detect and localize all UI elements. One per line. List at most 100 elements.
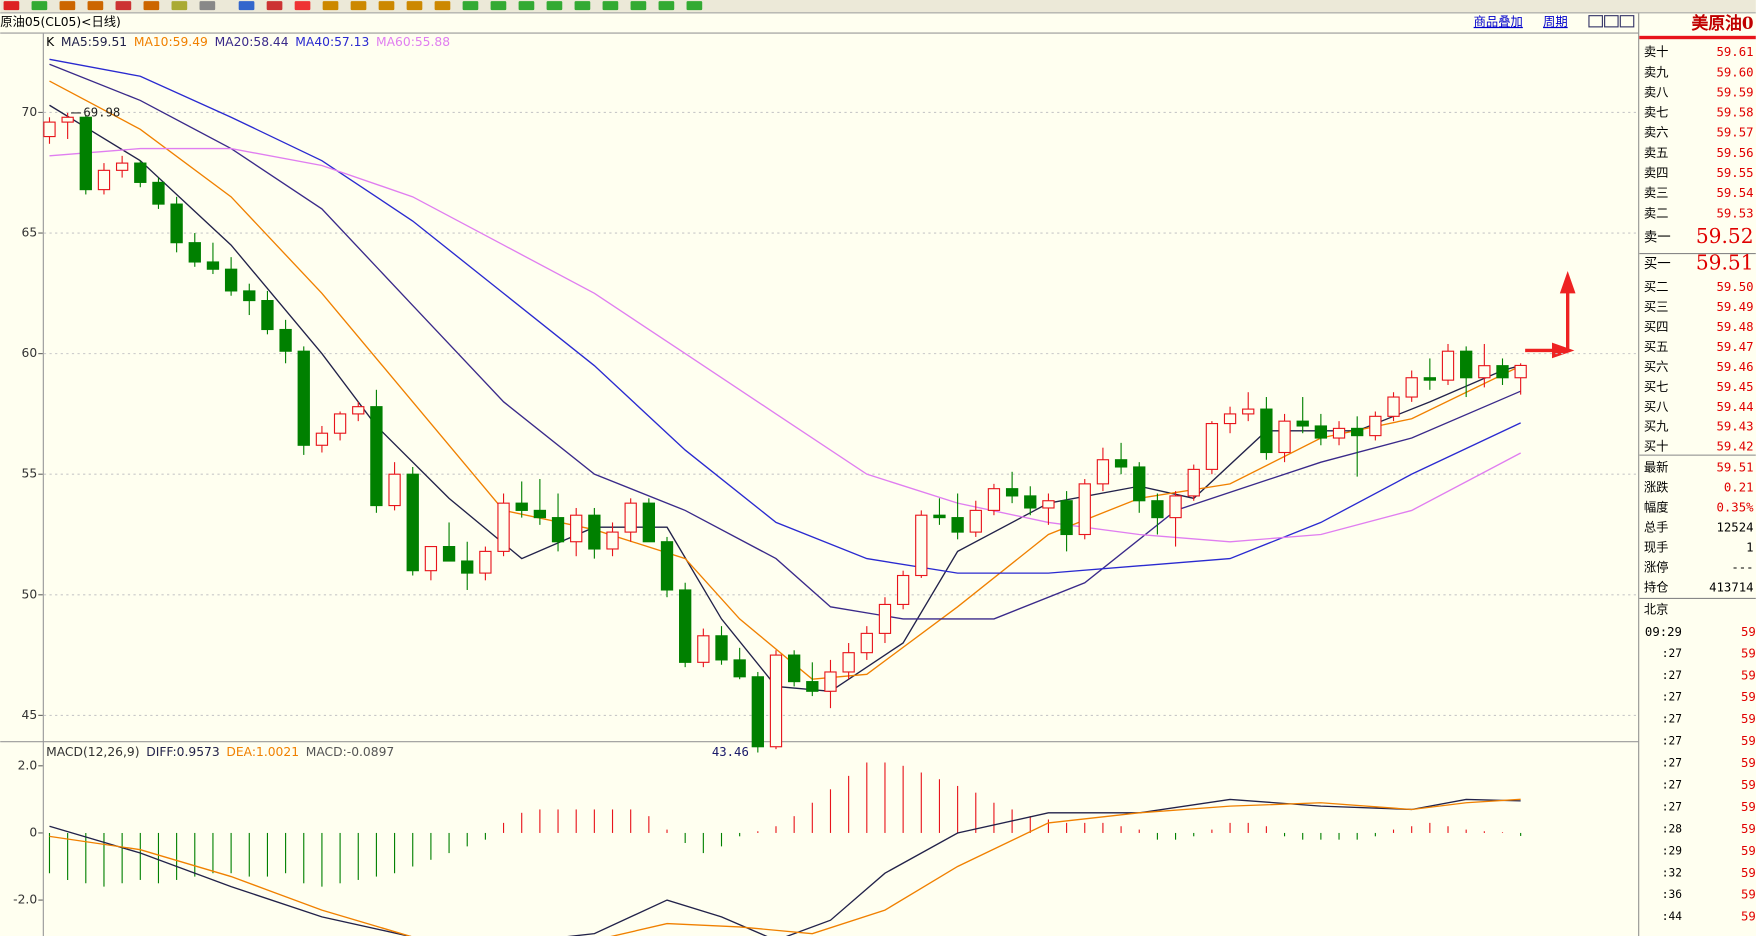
y-tick-label: 60 [22,346,38,360]
indicator-line [49,63,1521,620]
legend-entry: MA20:58.44 [215,35,289,49]
row-label: 买十 [1644,440,1669,454]
toolbar-icon [546,1,563,11]
annotation-arrows [1525,270,1576,359]
row-value: 59.51 [1717,461,1754,475]
candle-body [370,406,383,507]
candle-body [787,654,801,683]
indicator-line [49,104,1521,692]
candle-body [1133,466,1146,502]
candle-body [533,509,547,519]
row-label: 卖七 [1644,106,1669,120]
row-label: 买六 [1644,360,1669,374]
row-label: 买八 [1644,400,1669,414]
candle-body [1423,377,1437,381]
row-label: 买二 [1644,280,1669,294]
row-value: 59.59 [1717,85,1754,99]
row-label: 卖五 [1644,146,1669,160]
row-value: 59.58 [1717,106,1754,120]
row-value: 1 [1746,541,1753,555]
trade-time: 09:29 [1645,625,1682,639]
trade-price: 59 [1741,844,1756,858]
candle-body [715,635,728,661]
trade-price: 59 [1741,712,1756,726]
candle-body [315,432,329,446]
candle-body [1478,365,1491,379]
title-bar [1639,35,1756,40]
y-tick-label: 50 [22,587,38,601]
nav-button[interactable] [1588,15,1603,28]
trade-time: :44 [1662,910,1682,923]
low-label: 43.46 [712,745,749,759]
row-value: --- [1731,561,1753,575]
candle-body [1242,408,1255,415]
row-label: 买五 [1644,340,1669,354]
candle-body [388,473,401,507]
candle-body [1496,365,1509,379]
toolbar-icon [322,1,339,11]
candle-body [61,116,74,123]
legend-entry: MA10:59.49 [134,35,208,49]
candle-body [896,574,910,606]
row-value: 59.51 [1696,251,1754,275]
candle-body [733,659,746,678]
trade-time: :27 [1662,779,1682,792]
candle-body [1078,483,1091,536]
candle-body [188,242,201,263]
toolbar-icons [3,1,703,11]
candle-body [1042,500,1055,509]
row-label: 持仓 [1644,580,1669,595]
row-label: 幅度 [1644,500,1669,515]
candle-body [1441,350,1455,381]
trade-time: :27 [1662,757,1682,770]
y-tick-label: 65 [22,226,38,240]
candle-body [442,546,456,562]
row-value: 59.53 [1717,206,1754,220]
nav-button[interactable] [1619,15,1635,28]
y-tick-label: 0 [29,825,37,839]
toolbar-icon [574,1,591,11]
candle-body [515,502,528,511]
row-value: 59.54 [1717,186,1754,200]
overlay-link[interactable]: 商品叠加 [1474,14,1523,29]
toolbar-icon [59,1,76,11]
legend-entry: MACD(12,26,9) [46,745,139,759]
indicator-line [49,798,1521,936]
row-label: 最新 [1644,460,1669,475]
nav-button[interactable] [1604,15,1619,28]
candle-body [588,514,601,550]
candle-body [1169,495,1182,519]
row-value: 59.55 [1717,166,1754,180]
trade-time: :28 [1662,822,1682,835]
indicator-line [49,147,1521,543]
candle-body [1260,408,1273,454]
candle-body [1096,459,1110,485]
row-value: 59.60 [1717,65,1754,79]
toolbar-icon [378,1,395,11]
period-link[interactable]: 周期 [1543,15,1568,29]
trade-price: 59 [1741,625,1756,639]
toolbar-icon [115,1,132,11]
row-label: 卖一 [1644,229,1671,245]
toolbar [0,0,1756,13]
legend-entry: MA60:55.88 [376,35,450,49]
trade-price: 59 [1741,910,1756,924]
candle-body [1387,396,1400,417]
toolbar-icon [350,1,367,11]
candle-body [261,300,274,331]
candle-body [170,203,183,244]
legend-entry: MACD:-0.0897 [306,745,394,759]
row-value: 59.47 [1717,340,1754,354]
indicator-line [49,80,1521,680]
candle-body [1278,420,1291,454]
toolbar-icon [686,1,703,11]
candle-body [878,603,892,634]
trade-price: 59 [1741,690,1756,704]
row-value: 59.46 [1717,360,1754,374]
nav-buttons[interactable] [1588,15,1635,28]
toolbar-icon [602,1,619,11]
candle-body [352,406,365,415]
y-tick-label: 45 [22,708,38,722]
candle-body [987,488,1001,511]
